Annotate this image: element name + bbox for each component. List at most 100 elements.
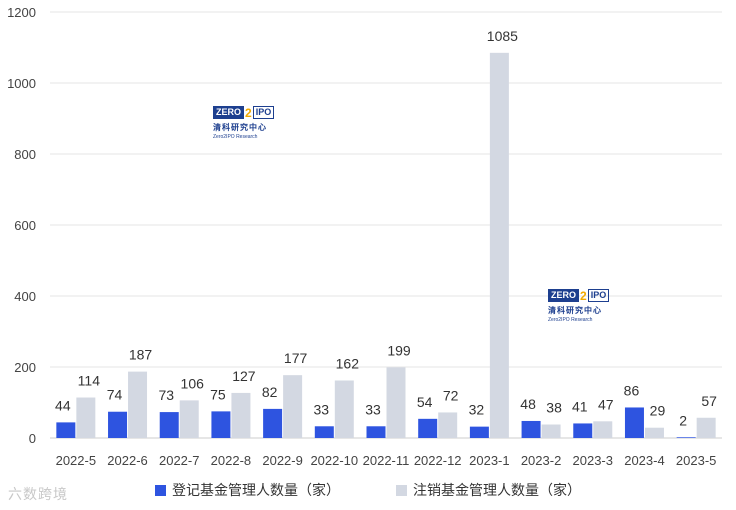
bar-registered	[366, 426, 386, 438]
x-axis-ticks: 2022-5 2022-6 2022-7 2022-8 2022-9 2022-10 202…	[56, 453, 717, 468]
data-label-deregistered: 177	[284, 350, 308, 366]
zero2ipo-logo-upper: ZERO 2 IPO 清科研究中心 Zero2IPO Research	[213, 105, 275, 140]
data-label-registered: 74	[107, 387, 123, 403]
bar-registered	[211, 411, 231, 438]
bar-registered	[573, 423, 593, 438]
data-label-deregistered: 38	[546, 400, 562, 416]
bar-deregistered	[283, 375, 303, 438]
data-label-registered: 41	[572, 398, 588, 414]
logo-mark: ZERO 2 IPO	[213, 105, 275, 120]
x-tick-label: 2023-4	[624, 453, 664, 468]
watermark: 六数跨境	[8, 486, 68, 502]
legend-label-deregistered: 注销基金管理人数量（家）	[413, 482, 581, 498]
grid-lines	[50, 11, 722, 439]
y-tick-label: 800	[14, 147, 36, 162]
x-tick-label: 2022-9	[262, 453, 302, 468]
x-tick-label: 2022-8	[211, 453, 251, 468]
x-tick-label: 2022-6	[107, 453, 147, 468]
data-label-deregistered: 57	[701, 393, 717, 409]
legend-swatch-deregistered	[396, 484, 407, 496]
bar-deregistered	[438, 412, 458, 438]
data-label-deregistered: 47	[598, 396, 614, 412]
bar-deregistered	[179, 400, 199, 438]
y-tick-label: 0	[29, 431, 36, 446]
logo-mark-zero: ZERO	[213, 106, 245, 119]
data-label-deregistered: 29	[650, 403, 666, 419]
x-tick-label: 2023-1	[469, 453, 509, 468]
data-labels: 44 114 74 187 73 106 75 127 82 177 33 162 33 199 54 72 3…	[55, 28, 717, 428]
legend-label-registered: 登记基金管理人数量（家）	[172, 482, 340, 498]
data-label-deregistered: 114	[78, 373, 101, 389]
bar-registered	[418, 418, 438, 438]
legend-swatch-registered	[155, 484, 166, 496]
logo-mark-two: 2	[245, 105, 252, 120]
data-label-registered: 44	[55, 397, 71, 413]
legend-item-deregistered: 注销基金管理人数量（家）	[396, 480, 581, 500]
chart-legend: 登记基金管理人数量（家） 注销基金管理人数量（家）	[0, 478, 736, 502]
data-label-deregistered: 199	[387, 342, 411, 358]
data-label-registered: 48	[520, 396, 536, 412]
bar-deregistered	[489, 52, 509, 438]
bar-deregistered	[541, 424, 561, 438]
zero2ipo-logo-lower: ZERO 2 IPO 清科研究中心 Zero2IPO Research	[548, 288, 610, 323]
y-axis-ticks: 0 200 400 600 800 1000 1200	[7, 5, 36, 446]
x-tick-label: 2023-2	[521, 453, 561, 468]
x-tick-label: 2022-10	[310, 453, 358, 468]
data-label-deregistered: 187	[129, 347, 153, 363]
bar-deregistered	[386, 367, 406, 438]
logo-mark-ipo: IPO	[252, 106, 275, 119]
bar-registered	[159, 412, 179, 438]
logo-mark-ipo: IPO	[587, 289, 610, 302]
bar-deregistered	[334, 380, 354, 438]
y-tick-label: 200	[14, 360, 36, 375]
bar-deregistered	[128, 371, 148, 438]
bar-deregistered	[231, 392, 251, 438]
bar-registered	[469, 426, 489, 438]
legend-item-registered: 登记基金管理人数量（家）	[155, 480, 340, 500]
bar-deregistered	[644, 427, 664, 438]
bar-registered	[676, 437, 696, 438]
y-tick-label: 600	[14, 218, 36, 233]
y-tick-label: 1200	[7, 5, 36, 20]
logo-name-cn: 清科研究中心	[548, 306, 602, 315]
data-label-deregistered: 162	[336, 355, 360, 371]
data-label-deregistered: 72	[443, 387, 459, 403]
bar-registered	[108, 411, 128, 438]
x-tick-label: 2023-5	[676, 453, 716, 468]
x-tick-label: 2023-3	[573, 453, 613, 468]
data-label-deregistered: 1085	[487, 28, 518, 44]
data-label-registered: 33	[365, 401, 381, 417]
data-label-registered: 82	[262, 384, 278, 400]
data-label-registered: 86	[624, 382, 640, 398]
logo-mark-zero: ZERO	[548, 289, 580, 302]
bar-deregistered	[76, 397, 96, 438]
logo-mark: ZERO 2 IPO	[548, 288, 610, 303]
bar-registered	[263, 408, 283, 438]
x-tick-label: 2022-7	[159, 453, 199, 468]
logo-mark-two: 2	[580, 288, 587, 303]
data-label-registered: 32	[469, 402, 485, 418]
logo-name-en: Zero2IPO Research	[213, 134, 258, 140]
bar-registered	[314, 426, 334, 438]
data-label-deregistered: 127	[232, 368, 256, 384]
y-tick-label: 400	[14, 289, 36, 304]
bar-registered	[521, 420, 541, 438]
bar-deregistered	[696, 417, 716, 438]
data-label-registered: 33	[314, 401, 330, 417]
x-tick-label: 2022-12	[414, 453, 462, 468]
bar-registered	[624, 407, 644, 438]
data-label-registered: 2	[679, 412, 687, 428]
y-tick-label: 1000	[7, 76, 36, 91]
data-label-deregistered: 106	[181, 375, 205, 391]
logo-name-cn: 清科研究中心	[213, 123, 267, 132]
x-tick-label: 2022-11	[363, 453, 410, 468]
data-label-registered: 73	[158, 387, 174, 403]
bar-deregistered	[593, 421, 613, 438]
data-label-registered: 75	[210, 386, 226, 402]
logo-name-en: Zero2IPO Research	[548, 317, 593, 323]
x-tick-label: 2022-5	[56, 453, 96, 468]
data-label-registered: 54	[417, 394, 433, 410]
bars	[56, 52, 716, 438]
